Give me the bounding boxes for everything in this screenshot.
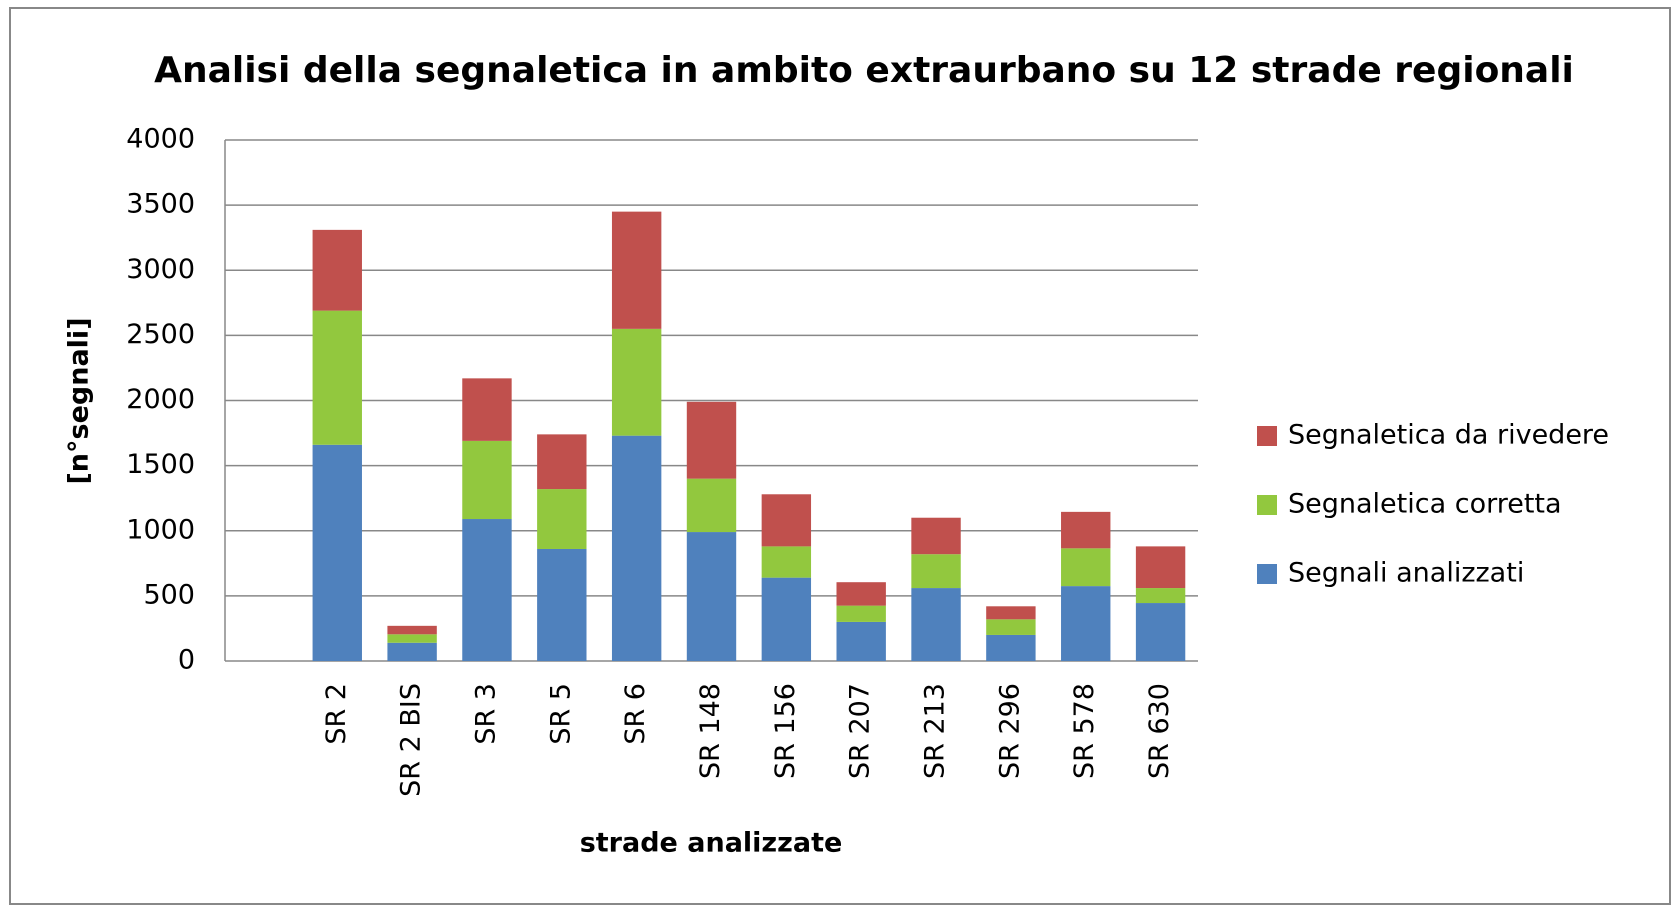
bar-segment <box>986 619 1036 635</box>
bar-segment <box>1061 548 1111 587</box>
bar-segment <box>312 444 362 661</box>
bar-segment <box>911 554 961 589</box>
y-tick-label: 2500 <box>126 319 195 350</box>
bar-segment <box>1061 511 1111 549</box>
bar-segment <box>1135 588 1186 604</box>
bar-segment <box>537 434 587 490</box>
bar-segment <box>537 489 587 549</box>
bar-segment <box>462 519 512 661</box>
y-tick-label: 1500 <box>126 449 195 480</box>
bar-segment <box>387 634 437 643</box>
x-tick-label: SR 148 <box>695 683 726 779</box>
legend-label: Segnali analizzati <box>1288 558 1524 589</box>
bar-segment <box>387 625 437 635</box>
bar-segment <box>611 435 662 661</box>
x-tick-label: SR 3 <box>470 683 501 745</box>
x-tick-label: SR 296 <box>994 683 1025 779</box>
legend-label: Segnaletica corretta <box>1288 489 1562 520</box>
bar-segment <box>611 328 662 436</box>
x-tick-label: SR 6 <box>620 683 651 745</box>
bar-segment <box>986 634 1036 661</box>
y-tick-label: 1000 <box>126 514 195 545</box>
y-tick-label: 500 <box>143 579 195 610</box>
legend-swatch <box>1257 495 1277 515</box>
bar-segment <box>761 494 812 547</box>
y-tick-label: 2000 <box>126 384 195 415</box>
bar-segment <box>836 621 886 661</box>
bar-segment <box>686 401 737 479</box>
bar-segment <box>911 588 961 661</box>
y-axis-label: [n°segnali] <box>64 317 95 484</box>
y-tick-label: 3500 <box>126 189 195 220</box>
bar-segment <box>911 517 961 555</box>
x-axis-label: strade analizzate <box>580 828 843 859</box>
x-tick-label: SR 630 <box>1144 683 1175 779</box>
legend-swatch <box>1257 426 1277 446</box>
bar-segment <box>1135 603 1186 661</box>
bar-segment <box>836 582 886 606</box>
bar-segment <box>761 577 812 661</box>
bar-segment <box>312 310 362 445</box>
bar-segment <box>1061 586 1111 661</box>
x-tick-label: SR 207 <box>845 683 876 779</box>
bar-segment <box>1135 546 1186 589</box>
y-tick-label: 0 <box>178 645 195 676</box>
chart-title: Analisi della segnaletica in ambito extr… <box>154 50 1574 91</box>
bar-segment <box>686 478 737 533</box>
legend-label: Segnaletica da rivedere <box>1288 420 1609 451</box>
y-tick-label: 4000 <box>126 124 195 155</box>
y-tick-label: 3000 <box>126 254 195 285</box>
x-tick-label: SR 578 <box>1069 683 1100 779</box>
bar-segment <box>537 548 587 661</box>
bar-segment <box>387 642 437 661</box>
x-tick-label: SR 2 <box>321 683 352 745</box>
bar-segment <box>836 605 886 622</box>
x-tick-label: SR 5 <box>545 683 576 745</box>
bar-segment <box>686 532 737 661</box>
x-tick-label: SR 213 <box>920 683 951 779</box>
bar-segment <box>462 378 512 441</box>
x-tick-label: SR 156 <box>770 683 801 779</box>
bar-segment <box>462 440 512 520</box>
legend-swatch <box>1257 564 1277 584</box>
bar-segment <box>761 546 812 578</box>
bar-segment <box>312 229 362 311</box>
x-tick-label: SR 2 BIS <box>396 683 427 797</box>
bar-segment <box>611 211 662 329</box>
chart-frame <box>9 7 1671 905</box>
bar-segment <box>986 606 1036 620</box>
